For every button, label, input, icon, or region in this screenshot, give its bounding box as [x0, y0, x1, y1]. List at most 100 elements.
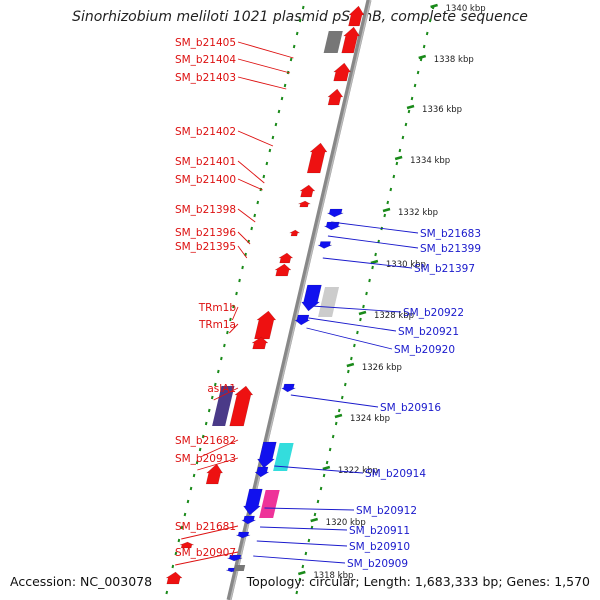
leader-line-right: [260, 526, 348, 531]
tick-dot-right: [337, 408, 341, 413]
tick-dot-left: [180, 525, 184, 530]
kbp-tick: [322, 465, 331, 471]
kbp-tick: [418, 54, 427, 60]
leader-line-left: [237, 130, 274, 147]
leader-line-left: [237, 178, 263, 191]
kbp-tick: [370, 259, 379, 265]
tick-dot-left: [292, 44, 296, 49]
leader-line-left: [237, 245, 248, 259]
leader-line-left: [237, 160, 265, 184]
kbp-tick: [406, 104, 415, 110]
tick-dot-left: [277, 109, 281, 114]
tick-dot-left: [241, 265, 244, 270]
tick-dot-left: [265, 161, 269, 166]
tick-dot-right: [331, 434, 335, 439]
tick-dot-left: [229, 317, 232, 322]
gene-label-right: SM_b21683: [420, 228, 481, 240]
gene-reverse: [227, 554, 243, 562]
leader-lines-layer: [175, 41, 419, 566]
tick-dot-left: [183, 512, 187, 517]
tick-dot-right: [307, 538, 311, 543]
tick-dot-right: [410, 96, 414, 101]
gene-label-left: SM_b21682: [175, 435, 236, 447]
tick-dot-left: [301, 5, 305, 10]
tick-dot-left: [217, 369, 220, 374]
leader-line-left: [197, 457, 239, 471]
kbp-tick-label: 1336 kbp: [422, 105, 462, 115]
tick-dot-left: [171, 564, 175, 569]
tick-dot-left: [174, 551, 178, 556]
tick-dot-left: [262, 174, 266, 179]
tick-dot-right: [325, 460, 329, 465]
gene-label-left: SM_b21681: [175, 521, 236, 533]
gene-label-left: SM_b21404: [175, 54, 236, 66]
tick-dot-right: [368, 278, 371, 283]
gene-label-right: SM_b20920: [394, 344, 455, 356]
tick-dot-right: [371, 265, 374, 270]
gene-label-right: SM_b21399: [420, 243, 481, 255]
tick-dot-right: [425, 31, 429, 36]
leader-line-right: [327, 235, 419, 249]
gene-forward: [165, 571, 183, 585]
kbp-tick-label: 1326 kbp: [362, 363, 402, 373]
tick-dot-right: [304, 551, 308, 556]
tick-dot-right: [374, 252, 377, 257]
tick-dot-left: [235, 291, 238, 296]
leader-line-left: [231, 306, 239, 321]
gene-label-right: SM_b20911: [349, 525, 410, 537]
leader-line-right: [306, 327, 393, 350]
gene-forward: [299, 184, 316, 198]
tick-dot-right: [334, 421, 338, 426]
tick-dot-left: [223, 343, 226, 348]
labels-layer: SM_b21405 SM_b21404 SM_b21403 SM_b21402 SM_b…: [175, 37, 481, 570]
tick-dot-right: [407, 109, 411, 114]
tick-dot-left: [198, 447, 202, 452]
tick-dot-left: [189, 486, 193, 491]
kbp-tick: [358, 310, 367, 316]
tick-dot-right: [395, 161, 399, 166]
tick-dot-right: [422, 44, 426, 49]
tick-dot-left: [201, 434, 205, 439]
tick-dot-left: [256, 200, 260, 205]
gene-label-left: SM_b20913: [175, 453, 236, 465]
gene-forward: [333, 62, 352, 82]
gene-reverse: [280, 383, 296, 393]
gene-label-left: TRm1b: [198, 302, 237, 314]
leader-line-left: [237, 58, 291, 74]
tick-dot-left: [289, 57, 293, 62]
gene-label-right: SM_b20914: [365, 468, 426, 480]
gene-label-left: SM_b20907: [175, 547, 236, 559]
tick-dot-right: [392, 174, 396, 179]
gene-reverse: [301, 284, 322, 312]
gene-label-right: SM_b20916: [380, 402, 441, 414]
gene-label-left: SM_b21396: [175, 227, 236, 239]
leader-line-right: [253, 555, 346, 564]
gene-forward: [341, 26, 361, 54]
tick-dot-left: [232, 304, 235, 309]
tick-dot-left: [274, 122, 278, 127]
magenta-feature: [259, 490, 280, 518]
gene-forward: [254, 310, 277, 340]
tick-dot-left: [192, 473, 196, 478]
tick-dot-right: [322, 473, 326, 478]
purple-feature: [212, 386, 235, 426]
tick-dot-right: [413, 83, 417, 88]
kbp-tick: [430, 3, 438, 9]
tick-dot-left: [207, 408, 211, 413]
cyan-feature: [273, 443, 294, 471]
gene-forward: [298, 200, 312, 208]
gene-label-left: SM_b21395: [175, 241, 236, 253]
leader-line-right: [274, 465, 364, 474]
tick-dot-left: [295, 31, 299, 36]
kbp-tick-label: 1318 kbp: [313, 571, 353, 581]
gene-reverse: [326, 208, 344, 218]
tick-dot-right: [316, 499, 320, 504]
tick-dot-left: [283, 83, 287, 88]
tick-dot-right: [362, 304, 365, 309]
leader-line-left: [237, 231, 251, 245]
gene-label-right: SM_b20912: [356, 505, 417, 517]
tick-dot-right: [295, 590, 299, 595]
gene-forward: [277, 252, 294, 264]
gene-label-left: TRm1a: [198, 319, 236, 331]
